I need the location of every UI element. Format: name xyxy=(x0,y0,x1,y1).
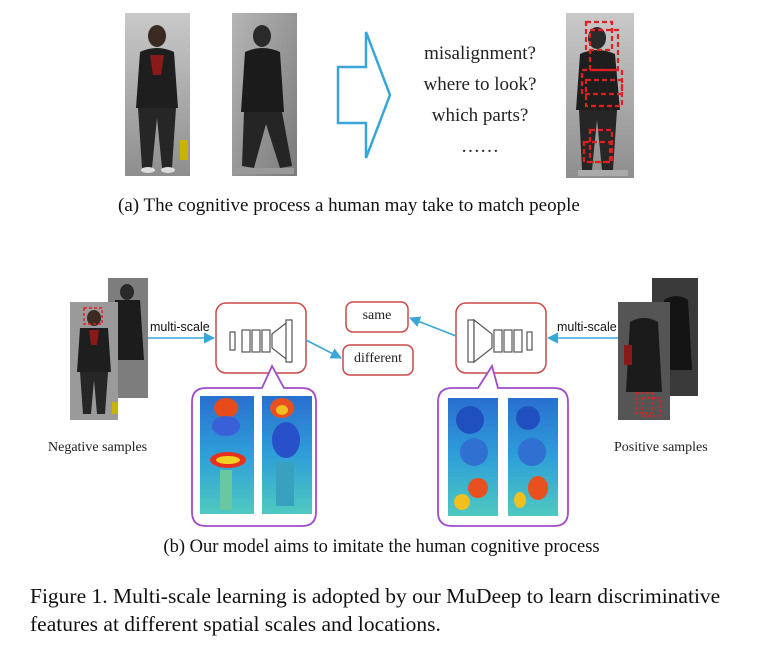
output-same-box xyxy=(345,301,409,333)
caption-panel-b: (b) Our model aims to imitate the human … xyxy=(163,537,600,557)
caption-panel-a: (a) The cognitive process a human may ta… xyxy=(118,195,580,216)
output-different-box xyxy=(342,344,414,376)
person-photo-2 xyxy=(232,13,297,176)
output-different-label: different xyxy=(354,351,402,366)
arrow-net-to-different xyxy=(305,339,342,359)
right-network-icon xyxy=(467,318,533,364)
negative-samples-label: Negative samples xyxy=(48,440,148,455)
figure-caption: Figure 1. Multi-scale learning is adopte… xyxy=(30,584,721,636)
positive-samples-label: Positive samples xyxy=(614,440,708,455)
annotated-person-photo xyxy=(566,13,634,178)
positive-sample-photos xyxy=(618,278,698,420)
negative-sample-photos xyxy=(70,278,148,420)
arrow-net-to-same xyxy=(408,316,457,337)
person-photo-1 xyxy=(125,13,190,176)
panel-b-graphics xyxy=(70,278,698,527)
hollow-arrow-icon xyxy=(336,31,392,159)
question-ellipsis: …… xyxy=(461,136,499,157)
right-heatmaps xyxy=(448,398,558,516)
question-which-parts: which parts? xyxy=(431,105,529,126)
question-where-to-look: where to look? xyxy=(423,74,537,95)
left-heatmaps xyxy=(200,396,312,514)
multiscale-left-label: multi-scale xyxy=(150,320,210,334)
output-same-label: same xyxy=(362,308,392,323)
panel-a-graphics xyxy=(125,13,634,178)
left-network-icon xyxy=(229,318,293,364)
multiscale-right-label: multi-scale xyxy=(557,320,617,334)
question-misalignment: misalignment? xyxy=(424,43,536,64)
